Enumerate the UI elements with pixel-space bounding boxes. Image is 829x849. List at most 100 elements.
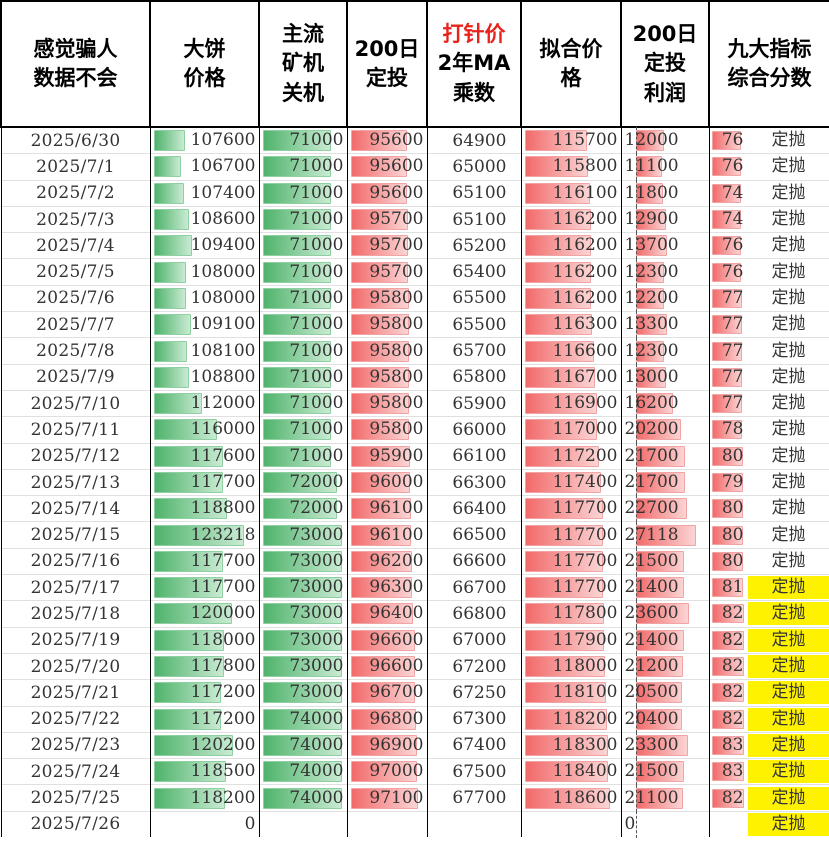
- table-row[interactable]: 2025/7/2 107400 71000 95600 65100 116100 11800…: [0, 179, 829, 207]
- indicator-score-cell[interactable]: 77 定抛: [708, 311, 829, 338]
- dca-profit-cell[interactable]: 21400: [620, 626, 710, 654]
- dca-200d-cell[interactable]: 95800: [346, 284, 428, 312]
- btc-price-cell[interactable]: 118200: [149, 784, 260, 812]
- dca-profit-cell[interactable]: 11800: [620, 179, 710, 207]
- ma2y-multiplier-cell[interactable]: 66300: [426, 468, 522, 496]
- dca-profit-cell[interactable]: 12000: [620, 126, 710, 155]
- date-cell[interactable]: 2025/7/15: [0, 521, 151, 549]
- dca-200d-cell[interactable]: 95800: [346, 337, 428, 365]
- miner-shutdown-cell[interactable]: 71000: [258, 153, 348, 181]
- miner-shutdown-cell[interactable]: 71000: [258, 258, 348, 286]
- ma2y-multiplier-cell[interactable]: 66400: [426, 495, 522, 522]
- indicator-score-cell[interactable]: 74 定抛: [708, 205, 829, 233]
- fitted-price-cell[interactable]: 117200: [520, 442, 622, 470]
- dca-profit-cell[interactable]: 27118: [620, 521, 710, 549]
- table-row[interactable]: 2025/7/3 108600 71000 95700 65100 116200 12900…: [0, 205, 829, 234]
- col-header-200d-dca[interactable]: 200日 定投: [346, 0, 428, 128]
- btc-price-cell[interactable]: 118000: [149, 626, 260, 654]
- dca-profit-cell[interactable]: 20400: [620, 705, 710, 733]
- fitted-price-cell[interactable]: 118400: [520, 758, 622, 785]
- indicator-score-cell[interactable]: 74 定抛: [708, 179, 829, 207]
- indicator-score-cell[interactable]: 82 定抛: [708, 652, 829, 680]
- col-header-fitted-price[interactable]: 拟合价格: [520, 0, 622, 128]
- dca-200d-cell[interactable]: 96100: [346, 521, 428, 549]
- date-cell[interactable]: 2025/7/13: [0, 468, 151, 496]
- table-row[interactable]: 2025/7/13 117700 72000 96000 66300 117400 2170…: [0, 468, 829, 496]
- col-header-dca-profit[interactable]: 200日 定投 利润: [620, 0, 710, 128]
- dca-profit-cell[interactable]: 12300: [620, 258, 710, 286]
- date-cell[interactable]: 2025/7/3: [0, 205, 151, 233]
- dca-200d-cell[interactable]: 95800: [346, 416, 428, 444]
- indicator-score-cell[interactable]: 80 定抛: [708, 495, 829, 522]
- btc-price-cell[interactable]: 108800: [149, 363, 260, 391]
- dca-200d-cell[interactable]: 95600: [346, 126, 428, 154]
- btc-price-cell[interactable]: 120200: [149, 731, 260, 759]
- ma2y-multiplier-cell[interactable]: 64900: [426, 126, 522, 154]
- ma2y-multiplier-cell[interactable]: 66500: [426, 521, 522, 549]
- table-row[interactable]: 2025/7/20 117800 73000 96600 67200 118000 2120…: [0, 652, 829, 681]
- dca-profit-cell[interactable]: 20500: [620, 679, 710, 707]
- table-row[interactable]: 2025/7/18 120000 73000 96400 66800 117800 2360…: [0, 600, 829, 628]
- miner-shutdown-cell[interactable]: 74000: [258, 758, 348, 785]
- indicator-score-cell[interactable]: 82 定抛: [708, 705, 829, 733]
- miner-shutdown-cell[interactable]: 73000: [258, 574, 348, 601]
- table-row[interactable]: 2025/7/23 120200 74000 96900 67400 118300 2330…: [0, 731, 829, 759]
- date-cell[interactable]: 2025/7/21: [0, 679, 151, 707]
- date-cell[interactable]: 2025/7/7: [0, 311, 151, 338]
- btc-price-cell[interactable]: 117200: [149, 705, 260, 733]
- dca-200d-cell[interactable]: 95800: [346, 311, 428, 338]
- miner-shutdown-cell[interactable]: 71000: [258, 363, 348, 391]
- miner-shutdown-cell[interactable]: 74000: [258, 705, 348, 733]
- date-cell[interactable]: 2025/7/14: [0, 495, 151, 522]
- dca-200d-cell[interactable]: 95700: [346, 205, 428, 233]
- dca-200d-cell[interactable]: [346, 810, 428, 838]
- date-cell[interactable]: 2025/7/4: [0, 232, 151, 259]
- dca-profit-cell[interactable]: 20200: [620, 416, 710, 444]
- table-row[interactable]: 2025/7/10 112000 71000 95800 65900 116900 1620…: [0, 389, 829, 418]
- dca-200d-cell[interactable]: 96700: [346, 679, 428, 707]
- dca-200d-cell[interactable]: 97000: [346, 758, 428, 785]
- fitted-price-cell[interactable]: 118600: [520, 784, 622, 812]
- miner-shutdown-cell[interactable]: 71000: [258, 205, 348, 233]
- ma2y-multiplier-cell[interactable]: 66700: [426, 574, 522, 601]
- dca-200d-cell[interactable]: 95600: [346, 153, 428, 181]
- btc-price-cell[interactable]: 117200: [149, 679, 260, 707]
- miner-shutdown-cell[interactable]: 71000: [258, 337, 348, 365]
- table-row[interactable]: 2025/7/25 118200 74000 97100 67700 118600 2110…: [0, 784, 829, 812]
- btc-price-cell[interactable]: 118800: [149, 495, 260, 522]
- ma2y-multiplier-cell[interactable]: 67400: [426, 731, 522, 759]
- btc-price-cell[interactable]: 108000: [149, 258, 260, 286]
- ma2y-multiplier-cell[interactable]: 65200: [426, 232, 522, 259]
- dca-profit-cell[interactable]: 22700: [620, 495, 710, 523]
- col-header-comment[interactable]: 感觉骗人 数据不会: [0, 0, 151, 128]
- dca-profit-cell[interactable]: 21400: [620, 574, 710, 602]
- dca-profit-cell[interactable]: 13300: [620, 311, 710, 339]
- dca-profit-cell[interactable]: 21500: [620, 758, 710, 786]
- dca-profit-cell[interactable]: 21500: [620, 547, 710, 575]
- indicator-score-cell[interactable]: 77 定抛: [708, 363, 829, 391]
- miner-shutdown-cell[interactable]: 72000: [258, 495, 348, 522]
- miner-shutdown-cell[interactable]: 71000: [258, 416, 348, 444]
- miner-shutdown-cell[interactable]: 74000: [258, 731, 348, 759]
- date-cell[interactable]: 2025/7/2: [0, 179, 151, 207]
- btc-price-cell[interactable]: 109400: [149, 232, 260, 259]
- miner-shutdown-cell[interactable]: 73000: [258, 521, 348, 549]
- dca-profit-cell[interactable]: 21700: [620, 442, 710, 470]
- fitted-price-cell[interactable]: 116200: [520, 232, 622, 259]
- miner-shutdown-cell[interactable]: 71000: [258, 126, 348, 154]
- date-cell[interactable]: 2025/7/26: [0, 810, 151, 838]
- dca-200d-cell[interactable]: 95700: [346, 258, 428, 286]
- indicator-score-cell[interactable]: 76 定抛: [708, 153, 829, 181]
- fitted-price-cell[interactable]: 118100: [520, 679, 622, 707]
- btc-price-cell[interactable]: 117700: [149, 574, 260, 601]
- indicator-score-cell[interactable]: 83 定抛: [708, 731, 829, 759]
- fitted-price-cell[interactable]: 118200: [520, 705, 622, 733]
- dca-200d-cell[interactable]: 96100: [346, 495, 428, 522]
- dca-200d-cell[interactable]: 96800: [346, 705, 428, 733]
- btc-price-cell[interactable]: 0: [149, 810, 260, 838]
- table-row[interactable]: 2025/7/22 117200 74000 96800 67300 118200 2040…: [0, 705, 829, 733]
- miner-shutdown-cell[interactable]: 73000: [258, 547, 348, 575]
- ma2y-multiplier-cell[interactable]: 67250: [426, 679, 522, 707]
- dca-profit-cell[interactable]: 11100: [620, 153, 710, 181]
- miner-shutdown-cell[interactable]: 72000: [258, 468, 348, 496]
